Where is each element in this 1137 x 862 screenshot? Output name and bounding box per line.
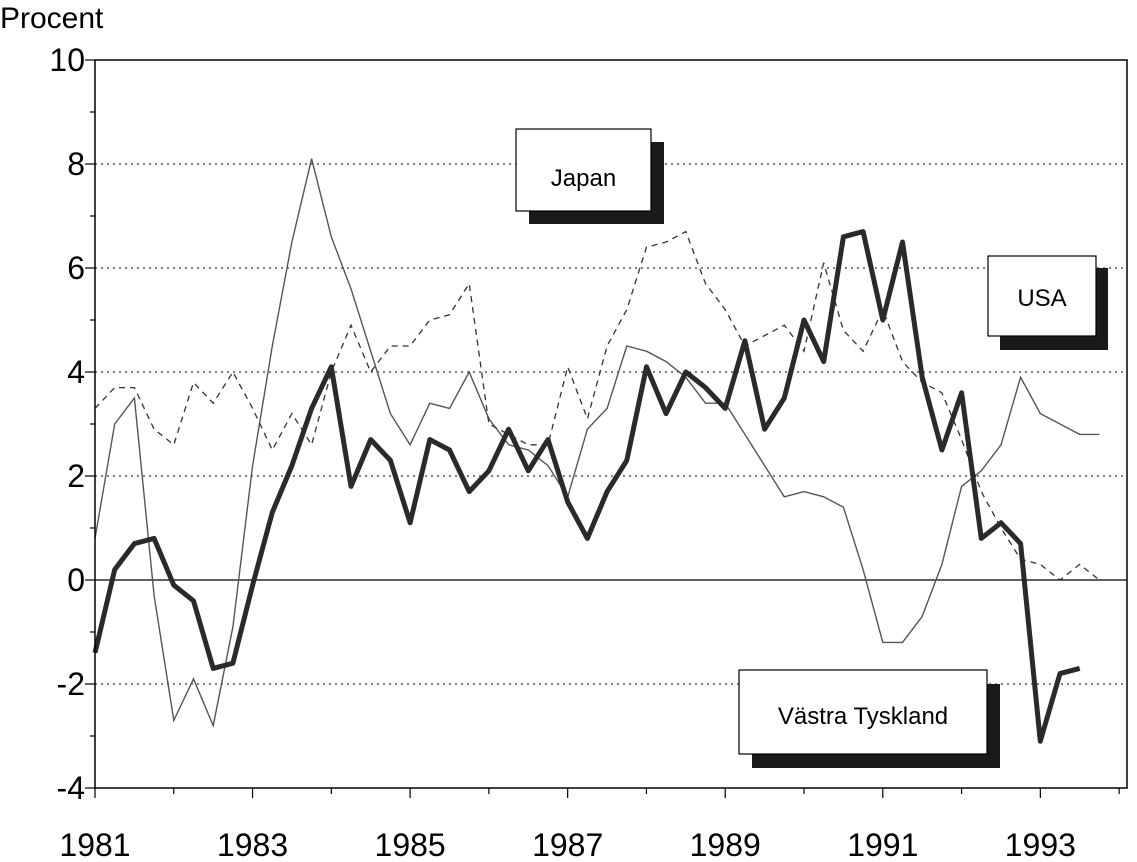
x-tick-label: 1983 <box>217 827 288 862</box>
y-tick-label: 4 <box>67 354 85 390</box>
series-group <box>92 158 1100 744</box>
label-box-vastra-tyskland: Västra Tyskland <box>738 669 1000 768</box>
y-axis-label: Procent <box>0 2 104 35</box>
x-tick-label: 1987 <box>532 827 603 862</box>
x-tick-label: 1981 <box>59 827 130 862</box>
series-line-japan <box>94 158 1100 728</box>
y-tick-label: 0 <box>67 562 85 598</box>
y-tick-label: 6 <box>67 250 85 286</box>
label-box-usa: USA <box>987 255 1108 350</box>
y-tick-label: -4 <box>57 770 85 806</box>
y-tick-label: 2 <box>67 458 85 494</box>
y-tick-label: 10 <box>49 42 85 78</box>
label-box-vastra-tyskland-frame <box>738 669 988 755</box>
series-line-v-stra-tyskland <box>92 229 1081 744</box>
y-tick-label: 8 <box>67 146 85 182</box>
y-tick-label: -2 <box>57 666 85 702</box>
tick-labels: -4 -2 0 2 4 6 8 10 1981 1983 1985 1987 1989 1991 1993 <box>49 42 1076 862</box>
series-line-usa <box>94 230 1100 581</box>
x-tick-label: 1989 <box>690 827 761 862</box>
label-usa: USA <box>1017 285 1066 312</box>
x-tick-label: 1991 <box>847 827 918 862</box>
label-japan: Japan <box>551 165 616 192</box>
x-tick-label: 1993 <box>1005 827 1076 862</box>
label-box-japan-frame <box>515 128 652 212</box>
label-vastra-tyskland: Västra Tyskland <box>778 703 948 730</box>
label-box-usa-frame <box>987 255 1097 337</box>
axes <box>85 59 1128 798</box>
label-box-japan: Japan <box>515 128 664 224</box>
x-tick-label: 1985 <box>375 827 446 862</box>
